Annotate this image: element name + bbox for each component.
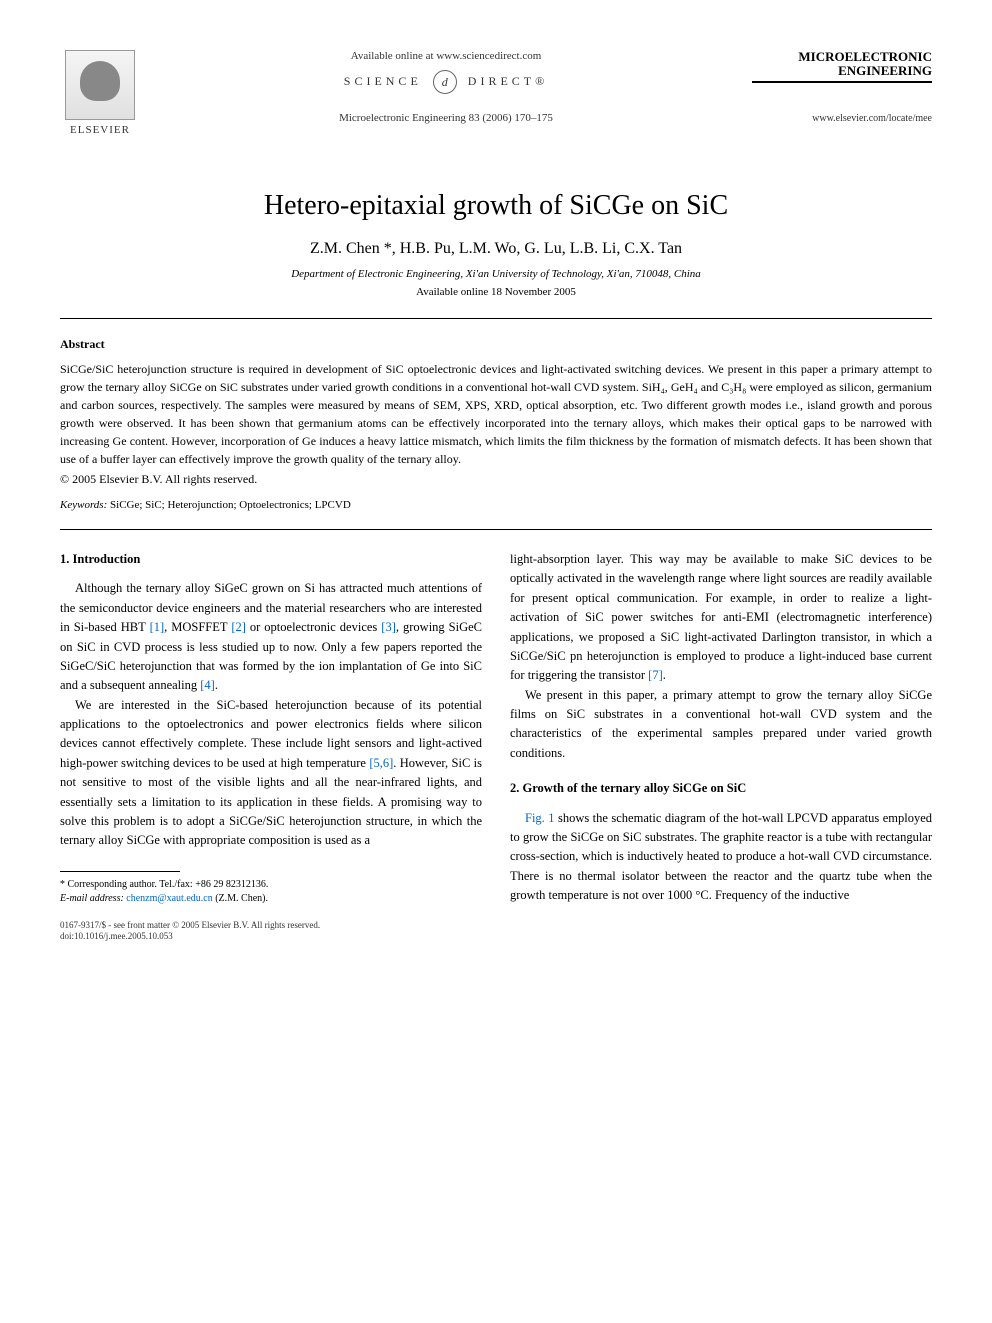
email-footnote: E-mail address: chenzm@xaut.edu.cn (Z.M.…	[60, 892, 482, 906]
growth-para-1: Fig. 1 shows the schematic diagram of th…	[510, 809, 932, 906]
abstract-heading: Abstract	[60, 337, 932, 352]
left-column: 1. Introduction Although the ternary all…	[60, 550, 482, 943]
keywords-label: Keywords:	[60, 499, 107, 511]
abstract-section: Abstract SiCGe/SiC heterojunction struct…	[60, 337, 932, 487]
sd-right: DIRECT®	[468, 74, 548, 88]
header: ELSEVIER Available online at www.science…	[60, 50, 932, 140]
ref-link-7[interactable]: [7]	[648, 668, 663, 682]
email-label: E-mail address:	[60, 893, 126, 904]
front-matter-line: 0167-9317/$ - see front matter © 2005 El…	[60, 920, 482, 932]
abstract-text: SiCGe/SiC heterojunction structure is re…	[60, 360, 932, 468]
rule-top	[60, 318, 932, 319]
ref-link-2[interactable]: [2]	[231, 620, 246, 634]
elsevier-label: ELSEVIER	[70, 124, 130, 136]
body-columns: 1. Introduction Although the ternary all…	[60, 550, 932, 943]
footnote-separator	[60, 871, 180, 872]
publication-date: Available online 18 November 2005	[60, 286, 932, 298]
journal-reference: Microelectronic Engineering 83 (2006) 17…	[160, 112, 732, 124]
growth-heading: 2. Growth of the ternary alloy SiCGe on …	[510, 779, 932, 798]
ref-link-4[interactable]: [4]	[200, 678, 215, 692]
col2-para-2: We present in this paper, a primary atte…	[510, 686, 932, 764]
authors: Z.M. Chen *, H.B. Pu, L.M. Wo, G. Lu, L.…	[60, 240, 932, 258]
intro-para-2: We are interested in the SiC-based heter…	[60, 696, 482, 851]
intro-para-1: Although the ternary alloy SiGeC grown o…	[60, 579, 482, 695]
sd-left: SCIENCE	[344, 74, 422, 88]
science-direct-logo: SCIENCE d DIRECT®	[160, 70, 732, 94]
affiliation: Department of Electronic Engineering, Xi…	[60, 268, 932, 280]
elsevier-tree-icon	[65, 50, 135, 120]
right-column: light-absorption layer. This way may be …	[510, 550, 932, 943]
journal-underline	[752, 81, 932, 83]
email-link[interactable]: chenzm@xaut.edu.cn	[126, 893, 212, 904]
ref-link-3[interactable]: [3]	[381, 620, 396, 634]
ref-link-56[interactable]: [5,6]	[369, 756, 393, 770]
keywords-line: Keywords: SiCGe; SiC; Heterojunction; Op…	[60, 499, 932, 511]
corresponding-author: * Corresponding author. Tel./fax: +86 29…	[60, 878, 482, 892]
intro-heading: 1. Introduction	[60, 550, 482, 569]
available-online-text: Available online at www.sciencedirect.co…	[160, 50, 732, 62]
abstract-copyright: © 2005 Elsevier B.V. All rights reserved…	[60, 472, 932, 487]
journal-url: www.elsevier.com/locate/mee	[752, 113, 932, 124]
ref-link-1[interactable]: [1]	[150, 620, 165, 634]
elsevier-logo: ELSEVIER	[60, 50, 140, 140]
journal-logo-block: MICROELECTRONIC ENGINEERING www.elsevier…	[752, 50, 932, 124]
journal-name-line2: ENGINEERING	[752, 64, 932, 78]
email-suffix: (Z.M. Chen).	[213, 893, 268, 904]
bottom-meta: 0167-9317/$ - see front matter © 2005 El…	[60, 920, 482, 943]
doi-line: doi:10.1016/j.mee.2005.10.053	[60, 931, 482, 943]
article-title: Hetero-epitaxial growth of SiCGe on SiC	[60, 190, 932, 222]
keywords-text: SiCGe; SiC; Heterojunction; Optoelectron…	[107, 499, 351, 511]
title-block: Hetero-epitaxial growth of SiCGe on SiC …	[60, 190, 932, 298]
col2-para-1: light-absorption layer. This way may be …	[510, 550, 932, 686]
journal-name-line1: MICROELECTRONIC	[752, 50, 932, 64]
fig-link-1[interactable]: Fig. 1	[525, 811, 555, 825]
sd-circle-icon: d	[433, 70, 457, 94]
rule-bottom	[60, 529, 932, 530]
center-header: Available online at www.sciencedirect.co…	[140, 50, 752, 124]
